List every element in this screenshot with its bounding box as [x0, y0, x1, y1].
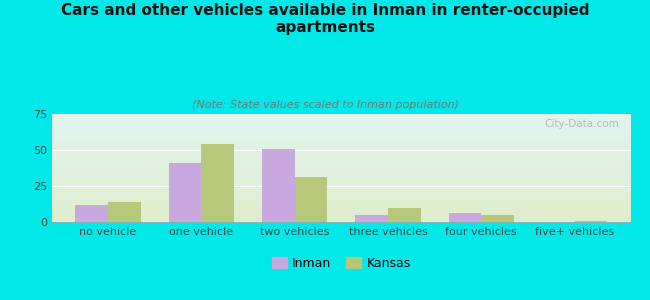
Bar [75, 205, 108, 222]
Text: City-Data.com: City-Data.com [544, 119, 619, 129]
Bar [575, 220, 607, 222]
Legend: Inman, Kansas: Inman, Kansas [267, 252, 415, 275]
Text: Cars and other vehicles available in Inman in renter-occupied
apartments: Cars and other vehicles available in Inm… [60, 3, 590, 35]
Bar [202, 144, 234, 222]
Bar [108, 202, 140, 222]
Text: (Note: State values scaled to Inman population): (Note: State values scaled to Inman popu… [192, 100, 458, 110]
Bar [262, 148, 294, 222]
Bar [294, 177, 327, 222]
Bar [168, 163, 202, 222]
Bar [448, 213, 481, 222]
Bar [356, 215, 388, 222]
Bar [388, 208, 421, 222]
Bar [481, 215, 514, 222]
